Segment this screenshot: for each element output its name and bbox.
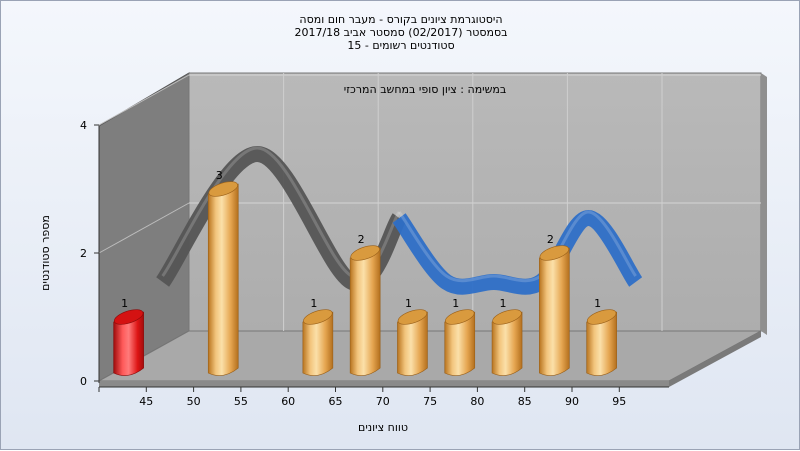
x-tick-label-95: 95 — [612, 395, 626, 408]
data-label-65: 1 — [310, 297, 317, 310]
bar-top-55 — [208, 181, 238, 197]
x-tick-label-70: 70 — [376, 395, 390, 408]
bar-top-90 — [539, 245, 570, 261]
bar-70 — [349, 245, 381, 376]
bar-top-45 — [113, 309, 144, 325]
data-label-95: 1 — [594, 297, 601, 310]
bar-body-70 — [349, 247, 381, 376]
data-labels: 1 3 1 2 1 1 1 2 1 — [121, 169, 601, 310]
x-tick-label-55: 55 — [234, 395, 248, 408]
data-label-55: 3 — [216, 169, 223, 182]
data-label-70: 2 — [358, 233, 365, 246]
bar-body-55 — [207, 183, 239, 376]
left-side-wall — [98, 72, 190, 382]
bar-top-65 — [303, 309, 333, 325]
y-tick-label-2: 2 — [80, 247, 87, 260]
right-front-edge — [669, 331, 761, 387]
bars — [113, 181, 617, 376]
bar-top-95 — [586, 309, 617, 325]
chart-subtitle: במשימה : ציון סופי במחשב המרכזי — [344, 83, 507, 96]
bar-80 — [444, 309, 476, 376]
axes: 0 2 4 45 50 55 60 65 70 75 80 85 90 95 — [80, 119, 669, 408]
y-axis-label: מספר סטודנטים — [39, 215, 52, 291]
x-tick-label-50: 50 — [187, 395, 201, 408]
chart-title-line-3: סטודנטים רשומים - 15 — [347, 39, 455, 52]
data-label-75: 1 — [405, 297, 412, 310]
bar-body-85 — [491, 311, 523, 376]
gridline-side — [98, 202, 190, 254]
x-tick-label-45: 45 — [139, 395, 153, 408]
bar-body-65 — [302, 311, 334, 376]
x-axis-label: טווח ציונים — [358, 421, 408, 434]
y-tick-label-4: 4 — [80, 119, 87, 132]
bar-90 — [539, 245, 570, 376]
floor-front-edge — [99, 381, 669, 387]
bar-body-75 — [397, 311, 428, 376]
x-tick-label-60: 60 — [281, 395, 295, 408]
data-label-45: 1 — [121, 297, 128, 310]
gridline-side — [98, 74, 190, 126]
x-tick-label-90: 90 — [565, 395, 579, 408]
bar-top-85 — [492, 309, 522, 325]
floor — [97, 330, 762, 382]
back-wall-right-edge — [761, 73, 767, 335]
bar-top-80 — [445, 309, 475, 325]
bar-45 — [113, 309, 144, 376]
bar-body-80 — [444, 311, 476, 376]
chart-title-line-1: היסטוגרמת ציונים בקורס - מעבר חום ומסה — [299, 13, 503, 26]
bar-75 — [397, 309, 428, 376]
trend-ribbon-passing-highlight — [397, 210, 637, 283]
trend-ribbon-passing — [392, 209, 643, 295]
bar-top-70 — [350, 245, 380, 261]
bar-body-45 — [113, 311, 144, 376]
bar-body-90 — [539, 247, 570, 376]
data-label-90: 2 — [547, 233, 554, 246]
x-tick-label-75: 75 — [423, 395, 437, 408]
data-label-80: 1 — [452, 297, 459, 310]
x-tick-label-65: 65 — [329, 395, 343, 408]
bar-top-75 — [397, 309, 428, 325]
y-tick-label-0: 0 — [80, 375, 87, 388]
data-label-85: 1 — [500, 297, 507, 310]
bar-95 — [586, 309, 617, 376]
bar-55 — [207, 181, 239, 376]
bar-body-95 — [586, 311, 617, 376]
chart-title-line-2: בסמסטר (02/2017) סמסטר אביב 2017/18 — [294, 26, 508, 39]
x-tick-label-85: 85 — [518, 395, 532, 408]
x-tick-label-80: 80 — [470, 395, 484, 408]
bar-65 — [302, 309, 334, 376]
bar-85 — [491, 309, 523, 376]
